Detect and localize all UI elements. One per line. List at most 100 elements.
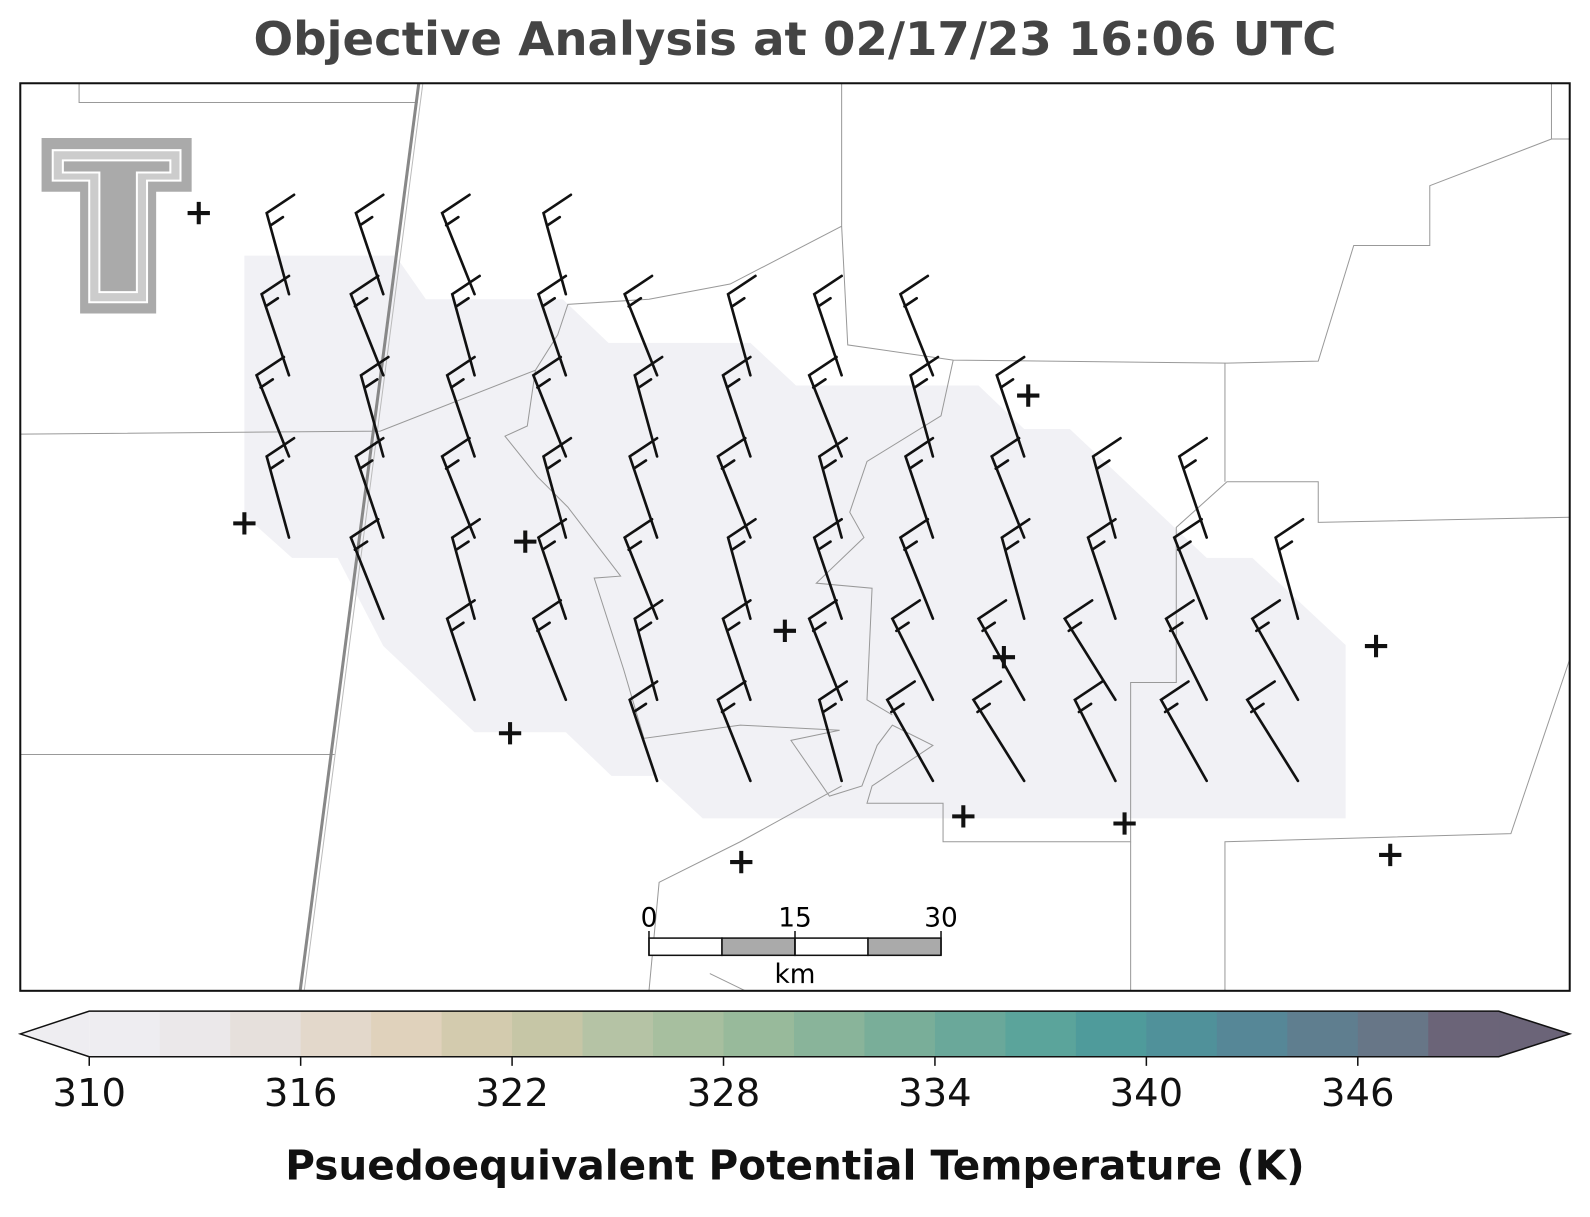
wind-barb [1159, 680, 1209, 783]
colorbar-tick-label: 322 [475, 1071, 549, 1116]
station-marker [730, 850, 753, 874]
colorbar-bin [89, 1011, 161, 1057]
colorbar-bin [512, 1011, 584, 1057]
wind-barb [995, 355, 1026, 458]
analysis-domain [244, 255, 1346, 819]
wind-barb [623, 517, 659, 620]
wind-barb [628, 436, 659, 539]
colorbar-tick-label: 346 [1321, 1071, 1395, 1116]
colorbar-bin [1146, 1011, 1218, 1057]
wind-barb [633, 599, 664, 702]
wind-barb [445, 599, 476, 702]
scale-tick-label: 0 [641, 903, 658, 933]
wind-barb [1000, 517, 1031, 620]
wind-barb [885, 680, 935, 783]
station-markers [187, 201, 1402, 874]
colorbar-tick-label: 310 [52, 1071, 126, 1116]
wind-barb [633, 355, 664, 458]
colorbar-label: Psuedoequivalent Potential Temperature (… [285, 1141, 1304, 1189]
wind-barbs [254, 193, 1305, 783]
wind-barb [541, 436, 573, 539]
colorbar-bin [653, 1011, 725, 1057]
wind-barb [898, 517, 935, 620]
wind-barb [812, 274, 843, 377]
wind-barb [716, 436, 752, 539]
colorbar-tick-label: 328 [687, 1071, 761, 1116]
colorbar-extend-high [1498, 1011, 1570, 1057]
map-panel: 0 15 30 km [19, 82, 1571, 992]
wind-barb [254, 355, 291, 458]
wind-barb [531, 355, 568, 458]
station-marker [187, 201, 210, 225]
wind-barb [890, 599, 935, 702]
scale-segment [721, 937, 796, 957]
wind-barb [541, 193, 573, 296]
wind-barb [812, 517, 843, 620]
colorbar-bin [723, 1011, 795, 1057]
wind-barb [1073, 680, 1117, 783]
wind-barb [1062, 599, 1117, 702]
station-marker [1113, 812, 1136, 835]
colorbar-bin [1287, 1011, 1359, 1057]
colorbar-tick-label: 334 [898, 1071, 972, 1116]
colorbar-bin [300, 1011, 372, 1057]
station-marker [1379, 843, 1402, 867]
title: Objective Analysis at 02/17/23 16:06 UTC [253, 12, 1336, 66]
colorbar-bin [1428, 1011, 1500, 1057]
station-marker [498, 722, 522, 745]
colorbar-bin [793, 1011, 865, 1057]
wind-barb [440, 193, 476, 296]
boundaries [20, 83, 1571, 992]
wind-barb [1177, 436, 1209, 539]
colorbar-bin [1075, 1011, 1147, 1057]
wind-barb [531, 599, 568, 702]
wind-barb [349, 517, 385, 620]
station-marker [773, 619, 797, 642]
wind-barb [354, 436, 385, 539]
wind-barb [1086, 517, 1117, 620]
colorbar-tick-label: 340 [1110, 1071, 1184, 1116]
wind-barb [536, 517, 568, 620]
wind-barb [623, 274, 659, 377]
wind-barb [721, 355, 752, 458]
wind-barb [354, 193, 385, 296]
wind-barb [450, 274, 481, 377]
wind-barb [817, 680, 849, 783]
scale-segment [794, 937, 869, 957]
colorbar-bin [230, 1011, 302, 1057]
wind-barb [445, 355, 476, 458]
wind-barb [716, 680, 752, 783]
colorbar-bin [934, 1011, 1006, 1057]
wind-barb [260, 274, 291, 377]
colorbar-bin [1216, 1011, 1288, 1057]
map-frame [19, 82, 1571, 992]
wind-barb [1091, 436, 1122, 539]
station-marker [1364, 634, 1388, 658]
station-marker [233, 512, 256, 535]
wind-barb [1164, 599, 1209, 702]
wind-barb [1172, 517, 1209, 620]
colorbar-bin [864, 1011, 936, 1057]
station-marker [1017, 384, 1040, 407]
scale-unit: km [775, 960, 816, 990]
wind-barb [1274, 517, 1305, 620]
wind-barb [976, 599, 1026, 702]
colorbar-bin [1005, 1011, 1077, 1057]
scale-segment [867, 937, 942, 957]
wind-barb [721, 599, 752, 702]
wind-barb [536, 274, 568, 377]
wind-barb [450, 517, 481, 620]
logo [39, 135, 194, 316]
scale-tick-label: 30 [924, 903, 958, 933]
wind-barb [440, 436, 476, 539]
station-marker [952, 805, 975, 828]
colorbar-extend-low [20, 1011, 90, 1057]
colorbar-bin [371, 1011, 443, 1057]
wind-barb [1250, 599, 1300, 702]
scale-segment [648, 937, 723, 957]
scale-tick-label: 15 [778, 903, 812, 933]
wind-barb [807, 355, 843, 458]
wind-barb [726, 517, 757, 620]
